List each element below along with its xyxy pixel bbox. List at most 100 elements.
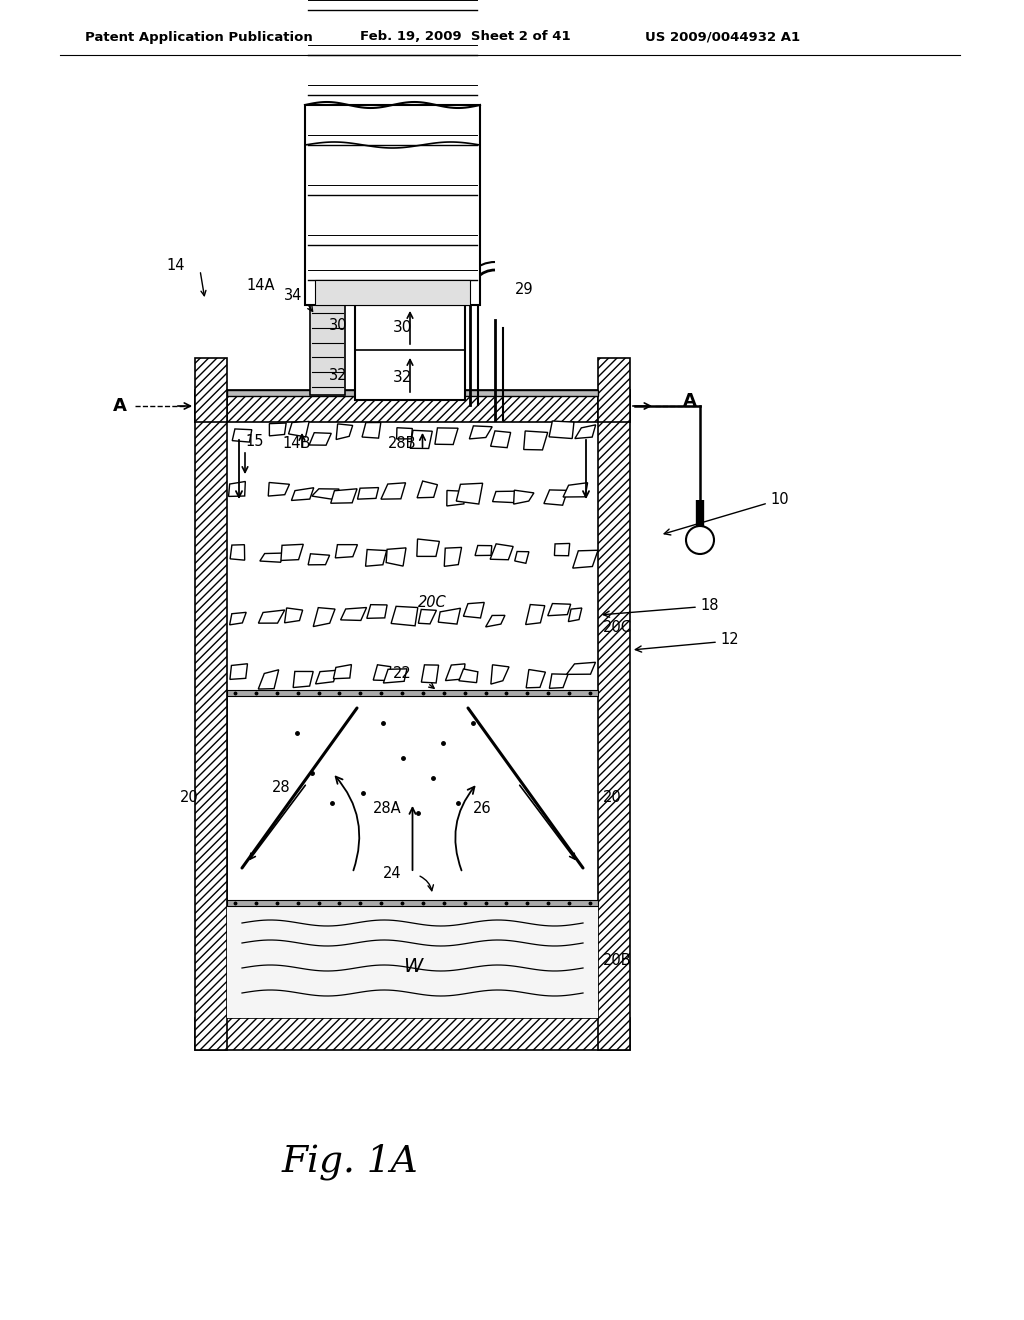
Text: 12: 12 [720,632,738,648]
Text: 10: 10 [770,492,788,507]
Polygon shape [523,430,548,450]
Polygon shape [232,429,252,442]
Polygon shape [391,606,418,626]
Bar [195,1018,630,1049]
Bar [598,358,630,422]
Bar [227,422,598,1018]
Text: 28B: 28B [388,437,417,451]
Text: US 2009/0044932 A1: US 2009/0044932 A1 [645,30,800,44]
Polygon shape [421,665,438,682]
Polygon shape [260,553,285,562]
Polygon shape [334,664,351,678]
Polygon shape [435,428,458,445]
Polygon shape [293,672,313,688]
Bar [195,389,630,422]
Polygon shape [258,610,285,623]
Polygon shape [572,550,598,568]
Polygon shape [563,483,588,498]
Bar [195,358,227,422]
FancyArrowPatch shape [336,776,359,870]
Bar [227,389,598,396]
Polygon shape [228,482,246,496]
Bar [355,300,465,400]
Polygon shape [367,605,387,618]
Polygon shape [230,664,248,680]
Polygon shape [514,490,534,504]
Text: 32: 32 [329,367,347,383]
Polygon shape [417,539,439,557]
Polygon shape [281,544,303,561]
Polygon shape [229,612,246,624]
Bar [310,305,345,395]
Polygon shape [315,671,337,684]
Polygon shape [544,490,567,506]
Polygon shape [411,430,432,449]
Bar [315,280,470,305]
Polygon shape [574,425,596,438]
Polygon shape [285,609,303,623]
Polygon shape [366,549,387,566]
Text: 14B: 14B [282,437,310,451]
Polygon shape [258,669,279,689]
Polygon shape [309,433,332,445]
Polygon shape [311,488,339,499]
Polygon shape [335,545,357,558]
Bar [598,389,630,1049]
Polygon shape [469,426,493,440]
Polygon shape [373,665,391,681]
Polygon shape [341,607,367,620]
Polygon shape [308,554,330,565]
Circle shape [686,525,714,554]
Polygon shape [493,491,518,503]
Polygon shape [490,544,513,560]
Text: W: W [402,957,422,975]
Text: 34: 34 [284,288,302,302]
Bar [227,690,598,696]
Text: 28: 28 [272,780,291,795]
Polygon shape [464,602,484,618]
Text: 20B: 20B [603,953,632,968]
Text: Fig. 1A: Fig. 1A [282,1143,419,1180]
Text: Patent Application Publication: Patent Application Publication [85,30,312,44]
Polygon shape [336,424,352,440]
Polygon shape [396,428,413,440]
Text: 20: 20 [603,791,622,805]
Polygon shape [549,675,568,688]
Polygon shape [485,615,505,627]
Text: 24: 24 [383,866,401,880]
Polygon shape [444,548,462,566]
Text: Feb. 19, 2009  Sheet 2 of 41: Feb. 19, 2009 Sheet 2 of 41 [360,30,570,44]
Text: 29: 29 [515,282,534,297]
Polygon shape [566,663,596,675]
Text: 30: 30 [392,319,412,335]
Text: 14: 14 [167,257,185,272]
Polygon shape [457,483,482,504]
Polygon shape [525,605,545,624]
Text: 20C: 20C [603,619,632,635]
Polygon shape [526,669,546,688]
Polygon shape [554,544,569,556]
Polygon shape [292,487,313,500]
Polygon shape [417,480,437,498]
Polygon shape [490,430,511,447]
Text: 20C: 20C [418,595,446,610]
Text: 26: 26 [472,801,492,816]
Text: A: A [113,397,127,414]
Polygon shape [362,422,381,438]
Text: A: A [683,392,697,411]
Bar [227,900,598,906]
Text: 14A: 14A [247,277,275,293]
Polygon shape [313,607,335,627]
Text: 28A: 28A [373,801,401,816]
Polygon shape [549,421,573,438]
Text: 15: 15 [245,434,263,450]
Polygon shape [381,483,406,499]
Text: 18: 18 [700,598,719,612]
Polygon shape [446,491,466,506]
Polygon shape [289,421,309,437]
Bar [227,422,598,693]
Polygon shape [269,422,286,436]
Bar [195,389,227,1049]
Bar [227,906,598,1018]
Polygon shape [515,552,529,564]
